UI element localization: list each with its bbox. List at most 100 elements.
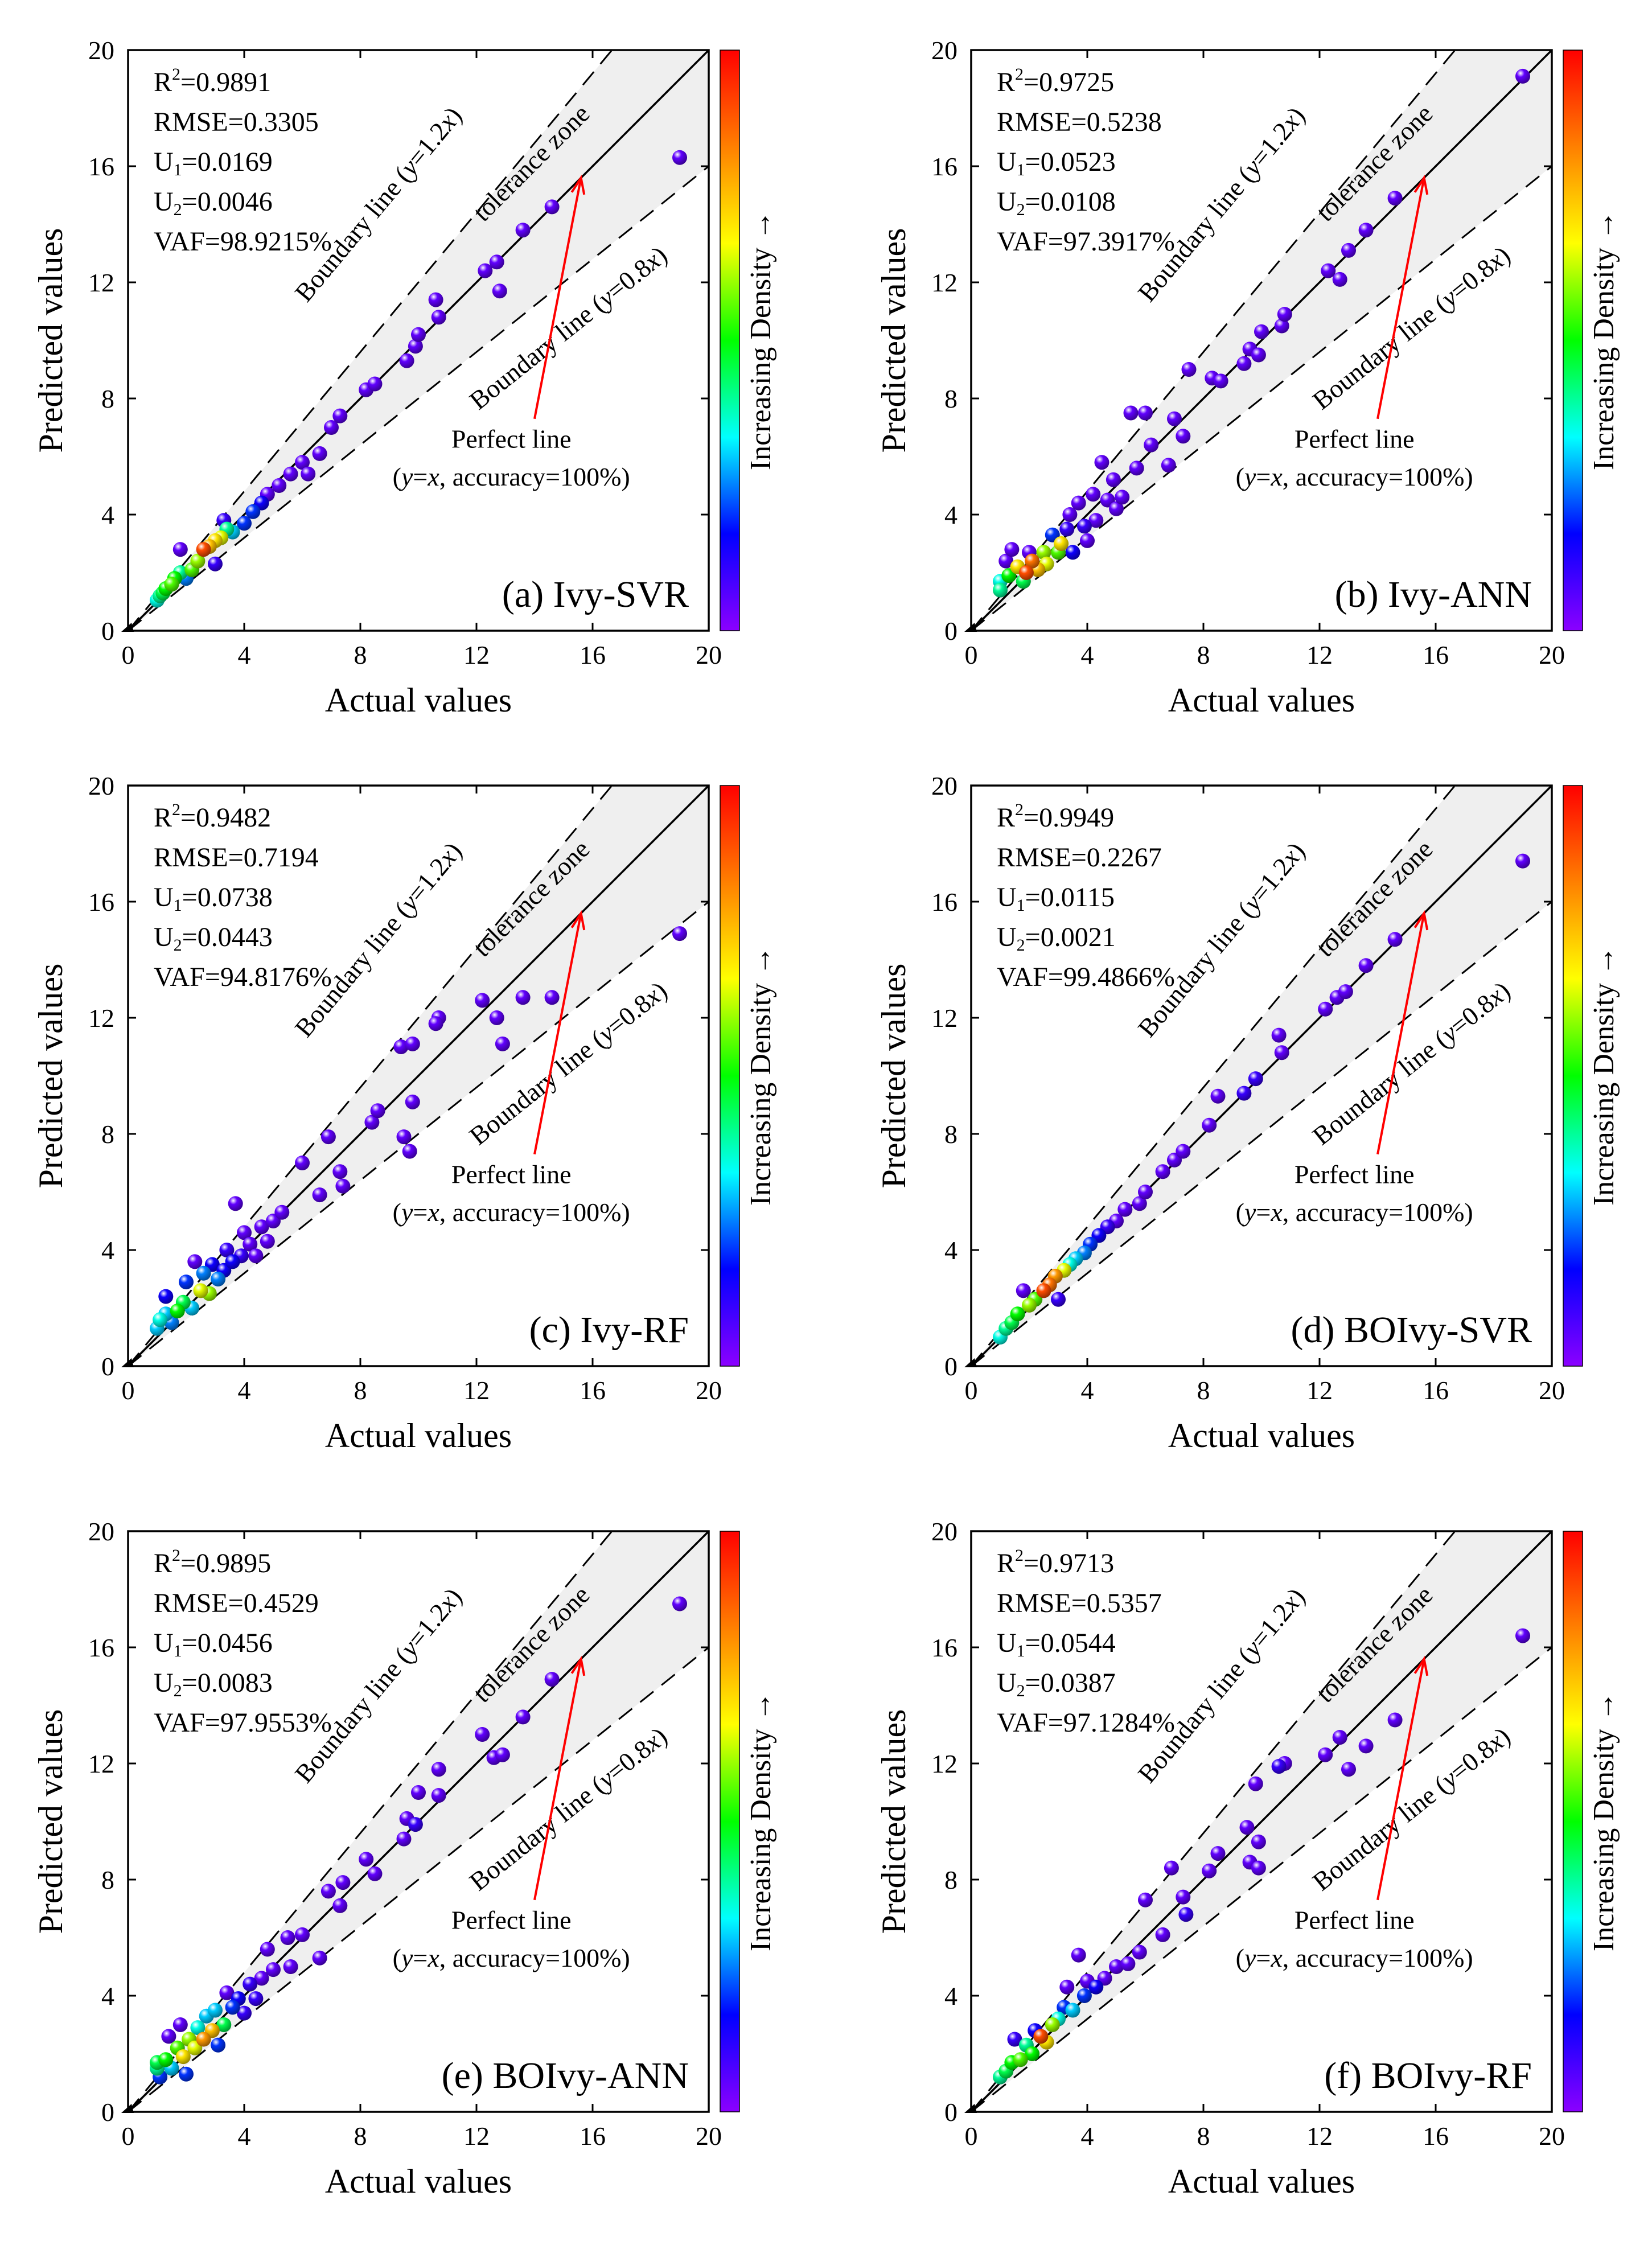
stat-u1: U1=0.0456 <box>154 1628 273 1660</box>
data-point <box>1120 1956 1136 1971</box>
stat-value: =0.9895 <box>180 1548 271 1578</box>
annotation-var: x <box>427 1198 439 1227</box>
stat-value: =0.2267 <box>1071 842 1162 873</box>
stat-name: U <box>997 922 1017 952</box>
y-tick-label: 0 <box>101 616 114 646</box>
stat-value: =0.5357 <box>1071 1588 1162 1618</box>
data-point <box>489 1010 504 1025</box>
data-point <box>1251 347 1266 363</box>
data-point <box>260 1942 275 1957</box>
stat-subscript: 1 <box>1017 161 1025 179</box>
data-point <box>164 577 179 592</box>
annotation-text: ( <box>393 1943 401 1972</box>
stat-value: =0.5238 <box>1071 107 1162 137</box>
data-point <box>367 376 383 392</box>
data-point <box>1248 1071 1263 1087</box>
stat-name: R <box>154 1548 172 1578</box>
y-tick-label: 4 <box>944 500 957 529</box>
data-point <box>1071 1947 1086 1963</box>
annotation-text: , accuracy=100%) <box>1283 1198 1473 1227</box>
stat-superscript: 2 <box>172 800 180 819</box>
stat-superscript: 2 <box>172 65 180 84</box>
origin-arrow-icon <box>121 2104 134 2113</box>
data-point <box>399 353 414 368</box>
data-point <box>1387 191 1403 206</box>
x-tick-label: 12 <box>463 2122 490 2151</box>
stat-u1: U1=0.0169 <box>154 147 273 179</box>
stat-value: =0.0108 <box>1025 187 1116 217</box>
x-tick-label: 4 <box>1081 1376 1094 1405</box>
annotation-text: = <box>413 1198 428 1227</box>
annotation-text: Perfect line <box>1295 1906 1415 1935</box>
annotation-text: ( <box>393 1198 401 1227</box>
data-point <box>1036 545 1051 560</box>
y-tick-label: 12 <box>931 1749 957 1778</box>
data-point <box>1202 1117 1217 1133</box>
annotation-text: , accuracy=100%) <box>439 1943 630 1972</box>
stat-subscript: 1 <box>1017 1642 1025 1660</box>
stat-subscript: 2 <box>1017 200 1025 219</box>
annotation-text: = <box>1256 1943 1271 1972</box>
y-tick-label: 16 <box>88 887 114 916</box>
data-point <box>408 1817 423 1832</box>
data-point <box>393 1039 409 1054</box>
data-point <box>190 553 206 569</box>
data-point <box>405 1036 420 1051</box>
stat-subscript: 2 <box>1017 1681 1025 1700</box>
data-point <box>1065 545 1080 560</box>
stat-u2: U2=0.0083 <box>154 1668 273 1700</box>
data-point <box>1387 1712 1403 1728</box>
annotation-text: , accuracy=100%) <box>1283 1943 1473 1972</box>
stat-name: U <box>154 1628 174 1658</box>
colorbar-label-text: Increasing Density <box>1588 240 1620 470</box>
data-point <box>1115 490 1130 505</box>
stat-subscript: 1 <box>174 161 182 179</box>
stat-rmse: RMSE=0.2267 <box>997 842 1162 873</box>
x-tick-label: 4 <box>238 2122 251 2151</box>
y-axis-label: Predicted values <box>875 964 913 1189</box>
y-tick-label: 12 <box>931 1004 957 1033</box>
data-point <box>672 1596 687 1611</box>
stat-value: =0.0169 <box>182 147 273 177</box>
stat-name: U <box>997 1668 1017 1698</box>
plot-frame <box>127 49 710 632</box>
annotation-text: = <box>413 1943 428 1972</box>
data-point <box>672 926 687 942</box>
origin-arrow-icon <box>964 1358 977 1367</box>
stat-vaf: VAF=97.3917% <box>997 227 1175 257</box>
data-point <box>478 263 493 278</box>
y-tick-label: 0 <box>944 616 957 646</box>
data-point <box>1161 458 1176 473</box>
origin-arrow-icon <box>964 2104 977 2113</box>
data-point <box>175 2049 191 2065</box>
origin-arrow-icon <box>121 1358 134 1367</box>
stat-value: =0.0021 <box>1025 922 1116 952</box>
stat-name: RMSE <box>997 1588 1071 1618</box>
data-points <box>993 1628 1530 2085</box>
stat-name: R <box>997 1548 1015 1578</box>
stat-value: =99.4866% <box>1048 962 1175 992</box>
upper-boundary-line <box>971 1531 1456 2112</box>
stat-value: =0.9891 <box>180 67 271 97</box>
stat-name: VAF <box>154 1708 205 1738</box>
colorbar-arrow-icon: → <box>745 1692 777 1721</box>
y-tick-label: 0 <box>944 1352 957 1381</box>
data-point <box>312 1950 327 1966</box>
data-point <box>1132 1196 1147 1211</box>
y-tick-label: 16 <box>88 152 114 181</box>
stat-name: VAF <box>997 227 1048 257</box>
data-point <box>187 1254 203 1269</box>
annotation-text: Perfect line <box>1295 425 1415 454</box>
stat-value: =0.9949 <box>1024 803 1114 833</box>
annotation-var: x <box>427 462 439 491</box>
annotation-text: , accuracy=100%) <box>1283 462 1473 491</box>
stat-value: =94.8176% <box>205 962 332 992</box>
data-point <box>402 1144 417 1159</box>
stat-superscript: 2 <box>1015 1546 1024 1565</box>
stat-superscript: 2 <box>172 1546 180 1565</box>
colorbar-label: Increasing Density → <box>745 946 777 1206</box>
x-tick-label: 0 <box>965 640 978 669</box>
